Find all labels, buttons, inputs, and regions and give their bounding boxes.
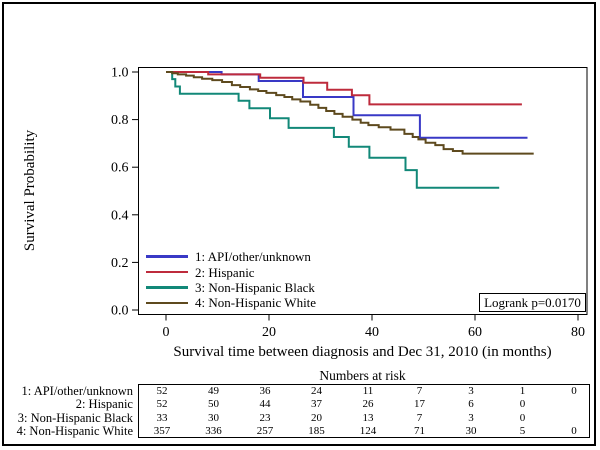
legend-label: 3: Non-Hispanic Black [195,279,315,295]
x-tick-label: 40 [365,325,379,340]
risk-count-cell: 257 [256,425,274,437]
risk-count-cell: 6 [468,398,474,410]
risk-count-cell: 24 [311,384,322,397]
risk-count-cell: 23 [259,411,271,424]
risk-count-cell: 50 [208,398,219,410]
legend: 1: API/other/unknown 2: Hispanic 3: Non-… [146,249,316,311]
x-tick-label: 80 [571,325,585,340]
risk-count-cell: 11 [362,384,374,397]
y-tick-label: 0.8 [111,113,129,128]
risk-count-cell: 36 [259,384,271,397]
x-tick-label: 0 [163,325,170,340]
legend-label: 2: Hispanic [195,264,255,280]
risk-count-cell: 0 [519,398,526,410]
risk-count-cell: 52 [156,384,168,397]
x-tick-label: 20 [262,325,276,340]
logrank-annotation: Logrank p=0.0170 [479,293,586,312]
legend-item-hispanic: 2: Hispanic [146,264,316,279]
risk-count-cell: 357 [153,425,171,437]
risk-table-title: Numbers at risk [319,368,406,383]
risk-count-cell: 71 [414,425,425,437]
legend-item-non-hispanic-black: 3: Non-Hispanic Black [146,280,316,295]
risk-count-cell: 3 [468,411,474,424]
risk-count-cell: 7 [416,411,423,424]
y-tick-label: 1.0 [111,66,129,81]
risk-count-cell: 44 [259,398,271,410]
risk-count-cell: 5 [519,425,526,437]
x-axis-title: Survival time between diagnosis and Dec … [173,344,552,360]
risk-count-cell: 7 [416,384,423,397]
y-tick-label: 0.0 [111,304,129,319]
risk-count-cell: 37 [311,398,322,410]
legend-label: 1: API/other/unknown [195,249,311,265]
survival-curve-2 [166,71,522,106]
risk-count-cell: 1 [519,384,526,397]
risk-row-label-non-hispanic-black: 3: Non-Hispanic Black [17,410,133,425]
risk-count-cell: 33 [156,411,168,424]
survival-curve-3 [166,71,500,189]
risk-table-border [138,384,590,438]
y-tick-label: 0.6 [111,161,129,176]
risk-count-cell: 185 [308,425,325,437]
y-tick-label: 0.2 [111,256,129,271]
risk-count-cell: 0 [571,384,577,397]
risk-count-cell: 52 [156,398,168,410]
legend-line-swatch [146,301,188,305]
legend-item-api-other-unknown: 1: API/other/unknown [146,249,316,264]
risk-count-cell: 13 [362,411,374,424]
risk-count-cell: 30 [465,425,477,437]
legend-label: 4: Non-Hispanic White [195,295,317,311]
risk-count-cell: 0 [571,425,577,437]
risk-count-cell: 3 [468,384,474,397]
legend-line-swatch [146,286,188,289]
legend-item-non-hispanic-white: 4: Non-Hispanic White [146,295,316,310]
risk-count-cell: 26 [362,398,374,410]
risk-row-label-api-other-unknown: 1: API/other/unknown [21,383,133,398]
risk-row-label-hispanic: 2: Hispanic [75,397,133,411]
risk-count-cell: 17 [414,398,425,410]
risk-count-cell: 336 [205,425,222,437]
legend-line-swatch [146,255,188,258]
risk-count-cell: 124 [359,425,377,437]
risk-row-label-non-hispanic-white: 4: Non-Hispanic White [16,424,133,438]
survival-curve-4 [166,71,534,155]
y-tick-label: 0.4 [111,208,129,223]
x-tick-label: 60 [468,325,482,340]
legend-line-swatch [146,270,188,274]
plot-area-border [138,67,588,315]
risk-count-cell: 20 [311,411,322,424]
figure-border [2,2,596,446]
risk-count-cell: 0 [519,411,526,424]
risk-count-cell: 49 [208,384,219,397]
risk-count-cell: 30 [208,411,219,424]
